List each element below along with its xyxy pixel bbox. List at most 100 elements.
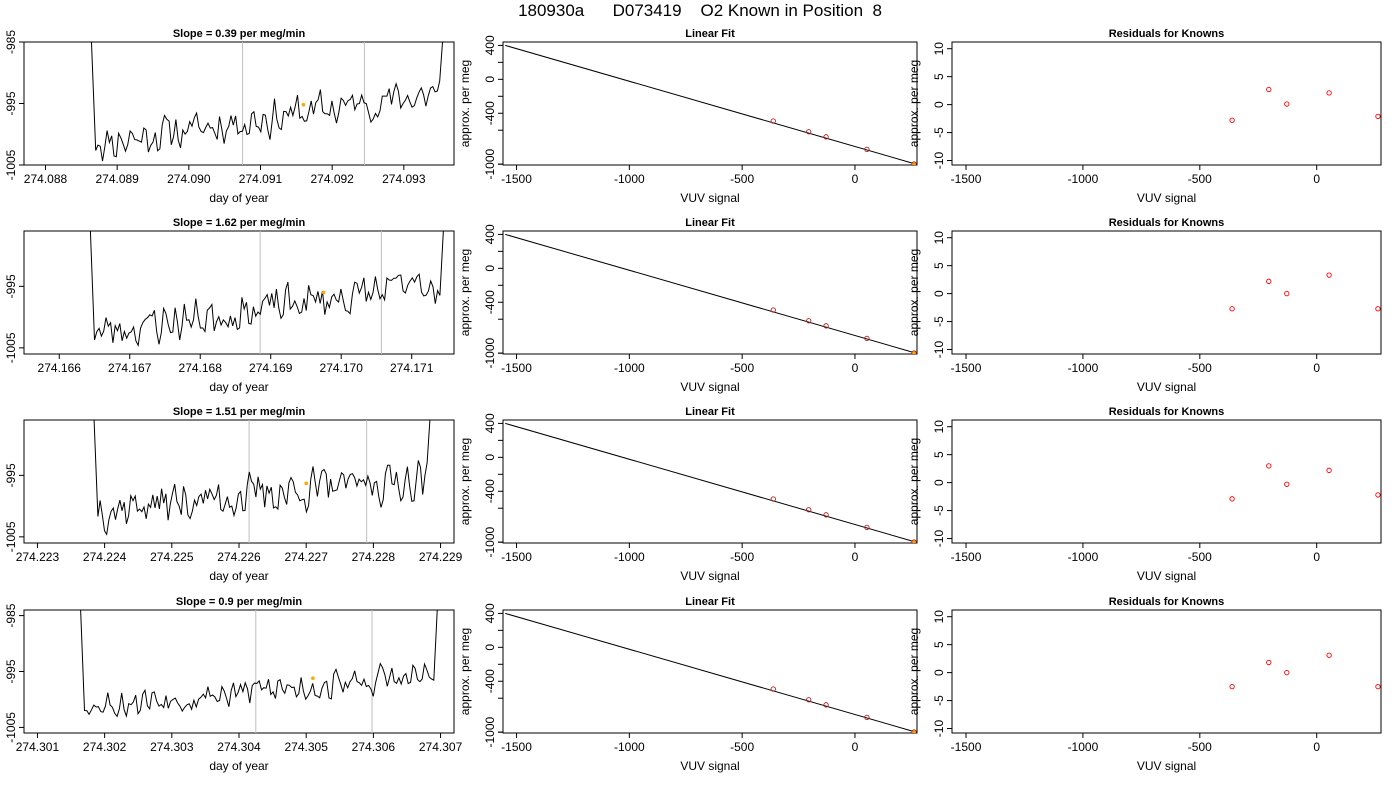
y-tick-label: 10	[932, 231, 946, 245]
x-tick-label: 274.224	[83, 550, 127, 564]
chart-panel: Linear Fit VUV signal approx. per meg -1500…	[458, 406, 918, 583]
x-tick-label: 274.089	[95, 172, 139, 186]
x-tick-label: 274.169	[249, 361, 293, 375]
data-point	[1229, 306, 1235, 312]
x-axis-label: VUV signal	[1137, 569, 1196, 583]
signal-trace	[93, 420, 431, 536]
x-axis-label: VUV signal	[680, 569, 739, 583]
x-tick-label: -1500	[951, 550, 982, 564]
x-tick-label: 0	[852, 172, 859, 186]
data-point	[1266, 278, 1272, 284]
y-tick-label: 0	[483, 454, 497, 461]
x-tick-label: 274.166	[38, 361, 82, 375]
data-point	[806, 507, 812, 513]
x-tick-label: -500	[1188, 740, 1212, 754]
data-point	[864, 524, 870, 531]
x-tick-label: -1000	[614, 361, 645, 375]
data-point	[911, 161, 917, 165]
y-tick-label: -1005	[4, 332, 18, 363]
x-tick-label: -500	[730, 172, 754, 186]
plot-frame	[23, 609, 455, 734]
plot-frame	[502, 41, 918, 166]
panel-title: Linear Fit	[685, 596, 735, 608]
x-tick-label: 274.307	[419, 740, 463, 754]
x-tick-label: 274.301	[16, 740, 60, 754]
y-tick-label: 0	[932, 669, 946, 676]
data-point	[1326, 467, 1332, 473]
y-tick-label: -995	[4, 91, 18, 115]
y-tick-label: -1005	[4, 712, 18, 743]
highlight-point	[301, 102, 306, 107]
x-tick-label: 0	[852, 550, 859, 564]
panel-title: Slope = 1.51 per meg/min	[173, 406, 306, 418]
data-point	[1266, 463, 1272, 469]
fit-line	[505, 44, 914, 164]
y-tick-label: -400	[483, 669, 497, 693]
y-tick-label: -10	[932, 341, 946, 359]
x-axis-label: VUV signal	[680, 380, 739, 394]
panel-title: Linear Fit	[685, 28, 735, 40]
panel-title: Slope = 0.9 per meg/min	[176, 596, 303, 608]
plot-area	[1229, 272, 1381, 312]
y-tick-label: -1005	[4, 521, 18, 552]
x-tick-label: 274.091	[239, 172, 283, 186]
x-tick-label: -1000	[1068, 740, 1099, 754]
plot-frame	[502, 609, 918, 734]
x-tick-label: 274.223	[16, 550, 60, 564]
y-tick-label: -10	[932, 720, 946, 738]
y-tick-label: -5	[932, 316, 946, 327]
highlight-point	[311, 676, 315, 681]
plot-frame	[502, 419, 918, 544]
signal-trace	[90, 42, 444, 162]
y-axis-label: approx. per meg	[458, 438, 472, 525]
x-tick-label: 0	[1313, 361, 1320, 375]
y-tick-label: -5	[932, 127, 946, 138]
signal-trace	[89, 231, 444, 348]
data-point	[1326, 272, 1332, 278]
plot-area	[1229, 86, 1381, 123]
y-tick-label: 0	[932, 290, 946, 297]
chart-panel: Linear Fit VUV signal approx. per meg -1500…	[458, 217, 918, 394]
data-point	[1284, 481, 1290, 487]
chart-panel: Residuals for Knowns VUV signal approx. pe…	[907, 596, 1382, 773]
x-tick-label: -1500	[951, 740, 982, 754]
x-tick-label: -500	[1188, 550, 1212, 564]
y-tick-label: -995	[4, 274, 18, 298]
chart-panel: Residuals for Knowns VUV signal approx. pe…	[907, 28, 1382, 205]
plot-area	[1229, 463, 1381, 502]
y-axis-label: approx. per meg	[907, 249, 921, 336]
y-tick-label: 400	[483, 603, 497, 623]
data-point	[911, 539, 917, 543]
panel-title: Residuals for Knowns	[1109, 596, 1225, 608]
y-tick-label: 0	[932, 101, 946, 108]
plot-frame	[23, 41, 455, 166]
plot-area	[505, 422, 917, 543]
y-tick-label: 5	[932, 641, 946, 648]
plot-area	[93, 420, 431, 543]
x-axis-label: day of year	[209, 569, 268, 583]
x-tick-label: -1000	[1068, 172, 1099, 186]
x-tick-label: 0	[852, 361, 859, 375]
data-point	[1266, 659, 1272, 666]
x-tick-label: 274.306	[352, 740, 396, 754]
plot-area	[89, 231, 444, 354]
data-point	[770, 496, 776, 502]
y-tick-label: 400	[483, 224, 497, 244]
y-axis-label: approx. per meg	[907, 438, 921, 525]
x-axis-label: VUV signal	[1137, 191, 1196, 205]
y-axis-label: approx. per meg	[458, 628, 472, 715]
y-tick-label: 5	[932, 262, 946, 269]
y-tick-label: 10	[932, 420, 946, 434]
data-point	[1266, 86, 1272, 93]
data-point	[864, 335, 870, 342]
chart-panel: Linear Fit VUV signal approx. per meg -1500…	[458, 596, 918, 773]
y-tick-label: 5	[932, 451, 946, 458]
data-point	[1375, 492, 1381, 498]
x-axis-label: VUV signal	[680, 191, 739, 205]
x-axis-label: day of year	[209, 191, 268, 205]
data-point	[806, 318, 812, 324]
chart-panel: Linear Fit VUV signal approx. per meg -1500…	[458, 28, 918, 205]
plot-area	[90, 42, 444, 165]
data-point	[770, 307, 776, 313]
x-axis-label: VUV signal	[1137, 759, 1196, 773]
